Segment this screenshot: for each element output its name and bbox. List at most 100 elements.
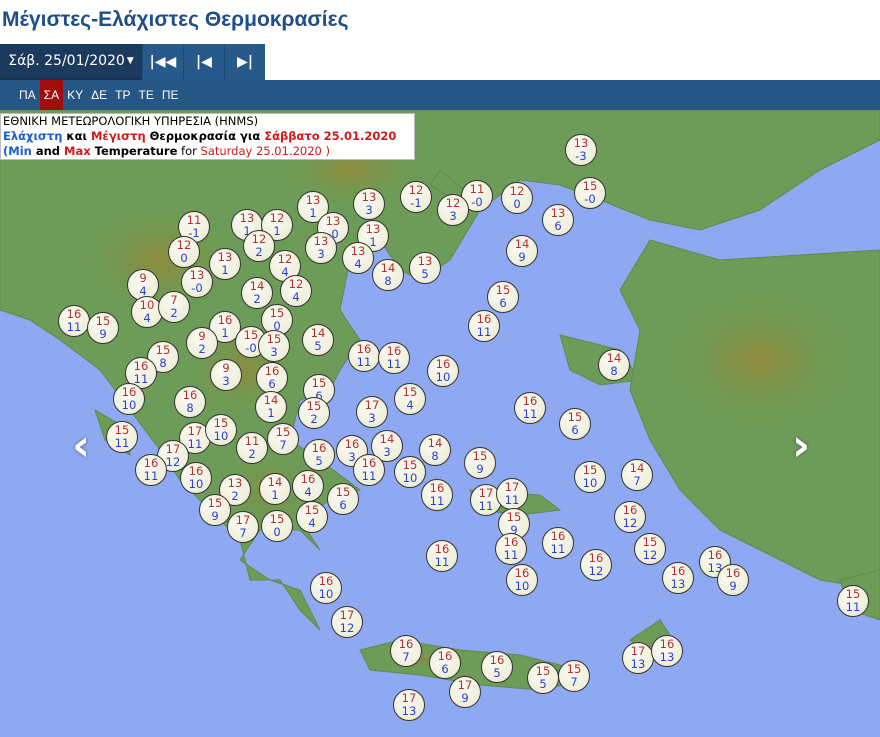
station-marker[interactable]: 13 -0 [181,266,213,298]
station-marker[interactable]: 17 11 [496,478,528,510]
station-marker[interactable]: 15 11 [106,421,138,453]
station-marker[interactable]: 15 6 [327,483,359,515]
station-marker[interactable]: 15 4 [394,383,426,415]
station-marker[interactable]: 14 8 [419,434,451,466]
station-marker[interactable]: 15 5 [527,662,559,694]
station-marker[interactable]: 16 8 [174,386,206,418]
station-marker[interactable]: 15 9 [87,312,119,344]
station-marker[interactable]: 16 11 [514,392,546,424]
station-marker[interactable]: 16 12 [580,549,612,581]
previous-arrow-icon[interactable]: ‹ [72,420,91,471]
station-marker[interactable]: 12 0 [501,182,533,214]
station-marker[interactable]: 14 7 [621,459,653,491]
station-marker[interactable]: 14 5 [302,324,334,356]
day-tab-4[interactable]: ΤΡ [115,88,131,102]
station-marker[interactable]: 17 9 [449,676,481,708]
station-marker[interactable]: 15 -0 [235,326,267,358]
station-marker[interactable]: 12 3 [437,194,469,226]
station-marker[interactable]: 17 12 [331,606,363,638]
station-marker[interactable]: 16 6 [429,647,461,679]
station-marker[interactable]: 13 3 [353,188,385,220]
station-marker[interactable]: 14 1 [255,391,287,423]
station-marker[interactable]: 16 4 [292,470,324,502]
station-marker[interactable]: 15 11 [837,585,869,617]
station-marker[interactable]: 11 2 [236,432,268,464]
station-marker[interactable]: 16 13 [651,635,683,667]
station-marker[interactable]: 15 4 [296,501,328,533]
station-marker[interactable]: 16 11 [58,305,90,337]
station-marker[interactable]: 15 7 [558,660,590,692]
date-dropdown[interactable]: Σάβ. 25/01/2020 ▼ [0,44,142,80]
station-marker[interactable]: 15 12 [634,533,666,565]
day-tab-1[interactable]: ΣΑ [39,80,64,110]
station-marker[interactable]: 14 2 [241,277,273,309]
station-marker[interactable]: 17 13 [393,689,425,721]
station-marker[interactable]: 13 -3 [565,134,597,166]
station-marker[interactable]: 14 9 [506,235,538,267]
station-marker[interactable]: 14 1 [259,473,291,505]
station-marker[interactable]: 15 10 [574,461,606,493]
station-marker[interactable]: 10 4 [131,296,163,328]
station-marker[interactable]: 12 0 [168,236,200,268]
station-marker[interactable]: 15 10 [394,456,426,488]
station-marker[interactable]: 13 5 [409,252,441,284]
station-marker[interactable]: 12 -1 [400,181,432,213]
station-marker[interactable]: 17 7 [227,511,259,543]
station-marker[interactable]: 15 6 [559,408,591,440]
station-marker[interactable]: 11 -1 [178,211,210,243]
next-arrow-icon[interactable]: › [792,420,811,471]
station-marker[interactable]: 14 8 [598,349,630,381]
station-marker[interactable]: 16 11 [421,479,453,511]
station-marker[interactable]: 16 3 [336,435,368,467]
previous-day-button[interactable]: |◀ [183,44,224,80]
station-marker[interactable]: 15 0 [261,510,293,542]
station-marker[interactable]: 15 2 [298,397,330,429]
station-marker[interactable]: 16 11 [495,533,527,565]
station-marker[interactable]: 16 6 [256,362,288,394]
station-marker[interactable]: 17 13 [622,642,654,674]
station-marker[interactable]: 15 9 [464,447,496,479]
day-tab-3[interactable]: ΔΕ [91,88,108,102]
station-marker[interactable]: 16 5 [303,439,335,471]
station-marker[interactable]: 16 12 [614,501,646,533]
station-marker[interactable]: 13 4 [342,242,374,274]
day-tab-5[interactable]: ΤΕ [138,88,154,102]
next-day-button[interactable]: ▶| [224,44,265,80]
day-tab-6[interactable]: ΠΕ [161,88,179,102]
temperature-map[interactable]: ΕΘΝΙΚΗ ΜΕΤΕΩΡΟΛΟΓΙΚΗ ΥΠΗΡΕΣΙΑ (HNMS) Ελά… [0,110,880,737]
station-marker[interactable]: 16 11 [353,454,385,486]
first-day-button[interactable]: |◀◀ [142,44,183,80]
station-marker[interactable]: 12 1 [261,209,293,241]
station-marker[interactable]: 15 10 [205,414,237,446]
station-marker[interactable]: 15 9 [199,494,231,526]
station-marker[interactable]: 16 11 [135,454,167,486]
station-marker[interactable]: 16 11 [468,310,500,342]
station-marker[interactable]: 15 -0 [574,177,606,209]
station-marker[interactable]: 16 10 [180,462,212,494]
day-tab-2[interactable]: ΚΥ [67,88,84,102]
station-marker[interactable]: 16 7 [390,635,422,667]
station-marker[interactable]: 13 6 [542,204,574,236]
station-marker[interactable]: 16 10 [113,383,145,415]
station-marker[interactable]: 12 4 [280,275,312,307]
station-marker[interactable]: 16 11 [542,527,574,559]
station-marker[interactable]: 15 7 [267,423,299,455]
station-marker[interactable]: 16 5 [481,651,513,683]
station-marker[interactable]: 16 11 [348,340,380,372]
station-marker[interactable]: 16 13 [662,562,694,594]
station-marker[interactable]: 12 2 [243,230,275,262]
station-marker[interactable]: 13 1 [297,191,329,223]
day-tab-0[interactable]: ΠΑ [19,88,36,102]
station-marker[interactable]: 14 8 [372,259,404,291]
station-marker[interactable]: 17 3 [356,396,388,428]
station-marker[interactable]: 16 11 [426,540,458,572]
station-marker[interactable]: 16 10 [310,572,342,604]
station-marker[interactable]: 16 9 [717,564,749,596]
station-marker[interactable]: 15 6 [487,281,519,313]
station-marker[interactable]: 16 10 [506,564,538,596]
station-marker[interactable]: 13 1 [209,248,241,280]
